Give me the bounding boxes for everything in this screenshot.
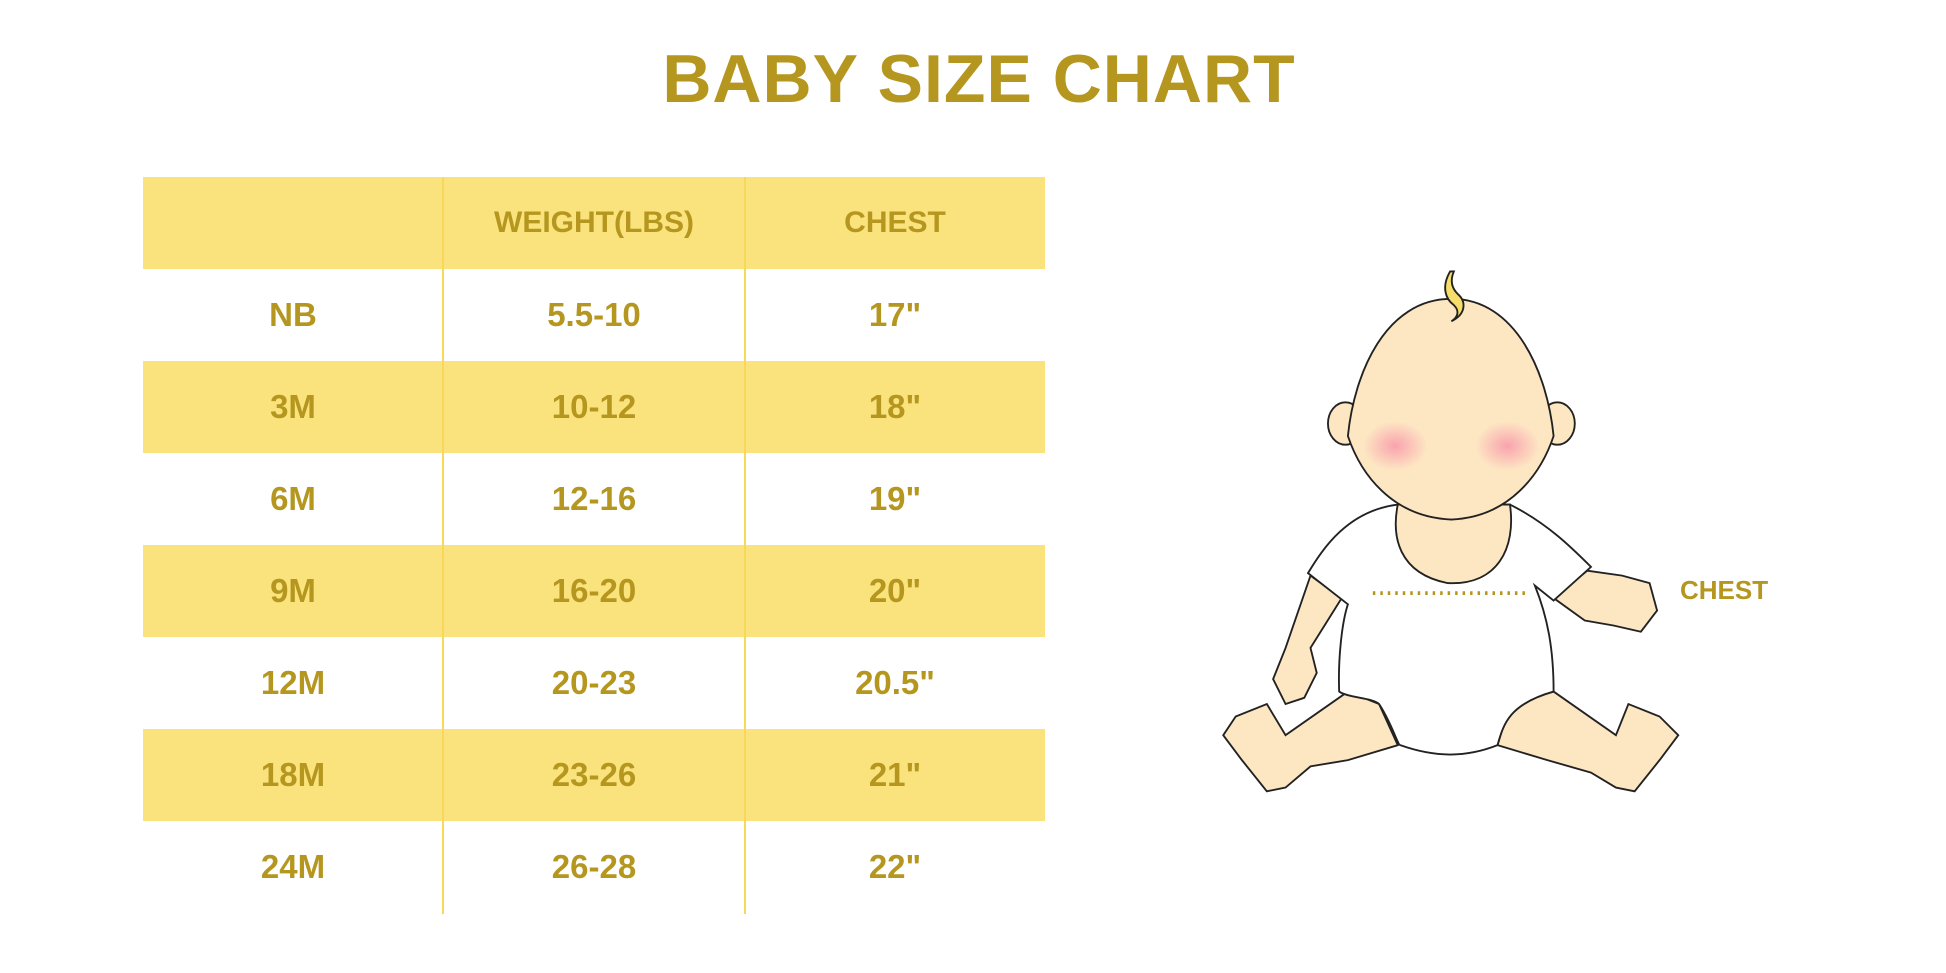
size-cell: 9M bbox=[270, 572, 316, 609]
table-row: 6M 12-16 19" bbox=[143, 453, 1045, 545]
chest-label: CHEST bbox=[1680, 575, 1769, 605]
size-cell: NB bbox=[269, 296, 317, 333]
weight-cell: 23-26 bbox=[551, 756, 637, 793]
weight-cell: 16-20 bbox=[551, 572, 637, 609]
header-size bbox=[143, 177, 443, 269]
chest-cell: 17" bbox=[868, 296, 922, 333]
chest-cell: 20.5" bbox=[855, 664, 935, 701]
table-row: 12M 20-23 20.5" bbox=[143, 637, 1045, 729]
weight-cell: 20-23 bbox=[551, 664, 637, 701]
size-cell: 6M bbox=[270, 480, 316, 517]
size-cell: 12M bbox=[260, 664, 326, 701]
weight-cell: 26-28 bbox=[551, 848, 637, 885]
chest-cell: 22" bbox=[868, 848, 922, 885]
right-cheek bbox=[1475, 421, 1540, 471]
size-cell: 24M bbox=[260, 848, 326, 885]
size-table: WEIGHT(LBS) CHEST NB 5.5-10 17" 3M 10-12… bbox=[143, 177, 1045, 913]
chest-cell: 19" bbox=[868, 480, 922, 517]
chest-cell: 18" bbox=[868, 388, 922, 425]
weight-cell: 12-16 bbox=[551, 480, 637, 517]
left-cheek bbox=[1362, 421, 1428, 471]
table-row: 9M 16-20 20" bbox=[143, 545, 1045, 637]
size-cell: 3M bbox=[270, 388, 316, 425]
table-row: NB 5.5-10 17" bbox=[143, 269, 1045, 361]
column-divider bbox=[442, 177, 444, 914]
table-header-row: WEIGHT(LBS) CHEST bbox=[143, 177, 1045, 269]
weight-cell: 10-12 bbox=[551, 388, 637, 425]
table-row: 18M 23-26 21" bbox=[143, 729, 1045, 821]
header-chest: CHEST bbox=[844, 206, 946, 239]
size-cell: 18M bbox=[260, 756, 326, 793]
column-divider bbox=[744, 177, 746, 914]
baby-illustration bbox=[1222, 270, 1680, 793]
table-row: 24M 26-28 22" bbox=[143, 821, 1045, 913]
chest-cell: 21" bbox=[868, 756, 922, 793]
page-title: BABY SIZE CHART bbox=[662, 41, 1296, 117]
weight-cell: 5.5-10 bbox=[547, 296, 641, 333]
table-row: 3M 10-12 18" bbox=[143, 361, 1045, 453]
header-weight: WEIGHT(LBS) bbox=[494, 206, 694, 239]
chest-cell: 20" bbox=[868, 572, 922, 609]
